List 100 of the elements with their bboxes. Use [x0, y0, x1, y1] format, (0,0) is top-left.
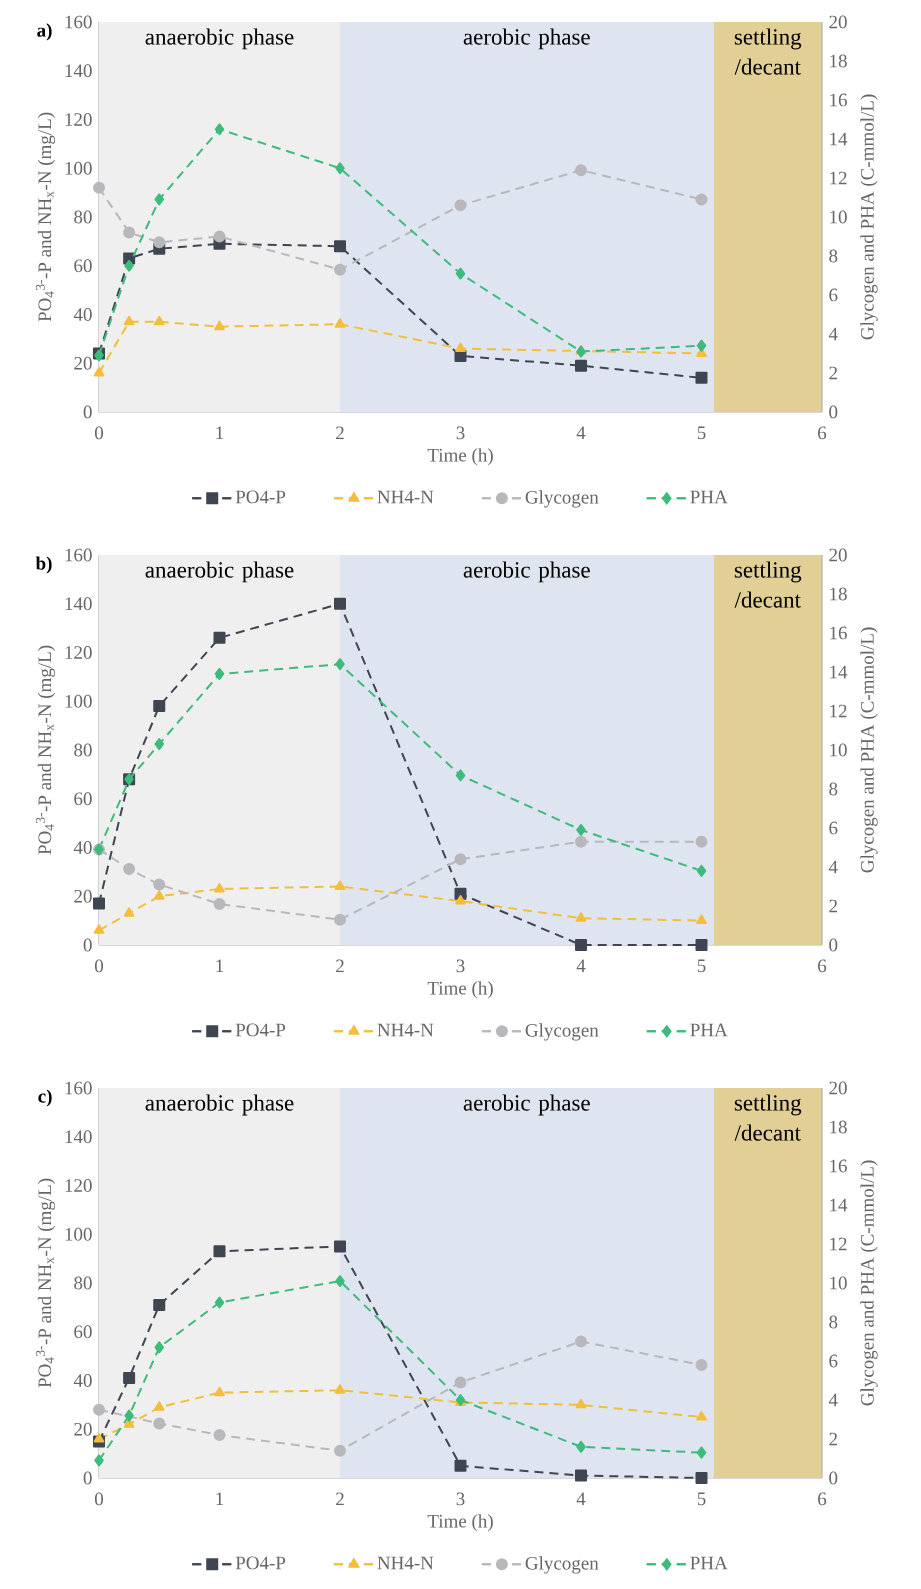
- x-tick-label: 0: [94, 426, 104, 440]
- x-tick-label: 6: [818, 1492, 827, 1506]
- x-tick-label: 2: [336, 1492, 344, 1506]
- legend-label: PHA: [690, 1023, 728, 1037]
- y2-tick-label: 6: [829, 1354, 838, 1368]
- legend-label: NH4-N: [377, 1556, 434, 1570]
- y2-tick-label: 14: [830, 132, 848, 146]
- y2-tick-label: 16: [830, 93, 847, 107]
- y2-tick-label: 12: [830, 1237, 847, 1251]
- y2-tick-label: 18: [830, 587, 847, 601]
- legend-label: PHA: [690, 490, 728, 504]
- y2-axis-title: Glycogen and PHA (C-mmol/L): [860, 627, 878, 873]
- y2-tick-label: 20: [829, 1081, 847, 1095]
- chart-title: a): [37, 23, 52, 41]
- y-tick-label: 80: [74, 743, 92, 757]
- y2-tick-label: 4: [828, 327, 838, 341]
- y2-tick-label: 18: [830, 54, 847, 68]
- y2-tick-label: 0: [829, 405, 838, 419]
- y2-tick-label: 20: [829, 15, 847, 29]
- y2-tick-label: 2: [829, 1432, 837, 1446]
- band-label: settling /decant: [734, 28, 802, 75]
- y2-axis-title: Glycogen and PHA (C-mmol/L): [860, 94, 878, 340]
- y2-tick-label: 12: [830, 171, 847, 185]
- y-tick-label: 0: [83, 405, 92, 419]
- y2-tick-label: 10: [830, 743, 847, 757]
- x-tick-label: 0: [94, 959, 104, 973]
- band-label: anaerobic phase: [145, 28, 294, 50]
- x-tick-label: 6: [818, 959, 827, 973]
- y-tick-label: 160: [65, 548, 92, 562]
- y-tick-label: 120: [65, 646, 92, 659]
- band-label: aerobic phase: [463, 561, 590, 583]
- y2-tick-label: 4: [828, 860, 838, 874]
- y2-tick-label: 14: [830, 665, 848, 679]
- y-tick-label: 80: [74, 210, 92, 224]
- band-label: aerobic phase: [463, 28, 590, 50]
- legend-label: PO4-P: [235, 490, 286, 504]
- y2-tick-label: 0: [829, 938, 838, 952]
- y2-tick-label: 16: [830, 1159, 847, 1173]
- y-tick-label: 120: [65, 113, 92, 126]
- y-tick-label: 140: [65, 597, 92, 611]
- y2-tick-label: 4: [828, 1393, 838, 1407]
- y-axis-title: PO$_{4}$$^{3-}$-P and NH$_{x}$-N (mg/L): [35, 112, 56, 322]
- legend-label: Glycogen: [525, 490, 599, 508]
- y2-tick-label: 10: [830, 210, 847, 224]
- y-tick-label: 140: [65, 1130, 92, 1144]
- y-tick-label: 40: [73, 308, 92, 321]
- y2-tick-label: 8: [829, 249, 838, 263]
- y2-tick-label: 0: [829, 1471, 838, 1485]
- x-tick-label: 1: [216, 959, 224, 973]
- y2-axis-title: Glycogen and PHA (C-mmol/L): [860, 1160, 878, 1406]
- x-tick-label: 1: [216, 1492, 224, 1506]
- chart-title: c): [38, 1089, 52, 1107]
- y2-tick-label: 20: [829, 548, 847, 562]
- y-tick-label: 60: [74, 792, 92, 806]
- x-axis-title: Time (h): [427, 1514, 493, 1532]
- x-tick-label: 5: [697, 1492, 706, 1506]
- y2-tick-label: 6: [829, 288, 838, 302]
- y-tick-label: 60: [74, 1325, 92, 1339]
- y-tick-label: 160: [65, 1081, 92, 1095]
- legend-label: PHA: [690, 1556, 728, 1570]
- y-tick-label: 160: [65, 15, 92, 29]
- x-tick-label: 6: [818, 426, 827, 440]
- x-axis-title: Time (h): [427, 448, 493, 466]
- x-tick-label: 5: [697, 426, 706, 440]
- y-tick-label: 20: [74, 889, 92, 903]
- chart-title: b): [35, 556, 52, 574]
- y2-tick-label: 8: [829, 1315, 838, 1329]
- y-tick-label: 140: [65, 64, 92, 78]
- x-tick-label: 4: [576, 426, 586, 440]
- y-tick-label: 100: [65, 161, 92, 175]
- x-tick-label: 3: [456, 959, 465, 973]
- x-tick-label: 4: [576, 959, 586, 973]
- y2-tick-label: 18: [830, 1120, 847, 1134]
- x-tick-label: 5: [697, 959, 706, 973]
- legend-label: NH4-N: [377, 490, 434, 504]
- y2-tick-label: 16: [830, 626, 847, 640]
- band-label: anaerobic phase: [145, 1094, 294, 1116]
- x-tick-label: 4: [576, 1492, 586, 1506]
- x-tick-label: 3: [456, 426, 465, 440]
- legend-label: PO4-P: [235, 1023, 286, 1037]
- band-label: settling /decant: [734, 1094, 802, 1141]
- y-tick-label: 20: [74, 356, 92, 370]
- y2-tick-label: 10: [830, 1276, 847, 1290]
- x-tick-label: 0: [94, 1492, 104, 1506]
- y-axis-title: PO$_{4}$$^{3-}$-P and NH$_{x}$-N (mg/L): [35, 1178, 56, 1388]
- y-tick-label: 120: [65, 1179, 92, 1192]
- y-tick-label: 100: [65, 1227, 92, 1241]
- x-tick-label: 1: [216, 426, 224, 440]
- y-tick-label: 40: [73, 1374, 92, 1387]
- y-tick-label: 0: [83, 938, 92, 952]
- legend-label: Glycogen: [525, 1023, 599, 1041]
- y2-tick-label: 6: [829, 821, 838, 835]
- band-label: settling /decant: [734, 561, 802, 608]
- band-label: anaerobic phase: [145, 561, 294, 583]
- y-tick-label: 20: [74, 1422, 92, 1436]
- band-label: aerobic phase: [463, 1094, 590, 1116]
- y2-tick-label: 12: [830, 704, 847, 718]
- x-axis-title: Time (h): [427, 981, 493, 999]
- y-axis-title: PO$_{4}$$^{3-}$-P and NH$_{x}$-N (mg/L): [35, 645, 56, 855]
- x-tick-label: 2: [336, 959, 344, 973]
